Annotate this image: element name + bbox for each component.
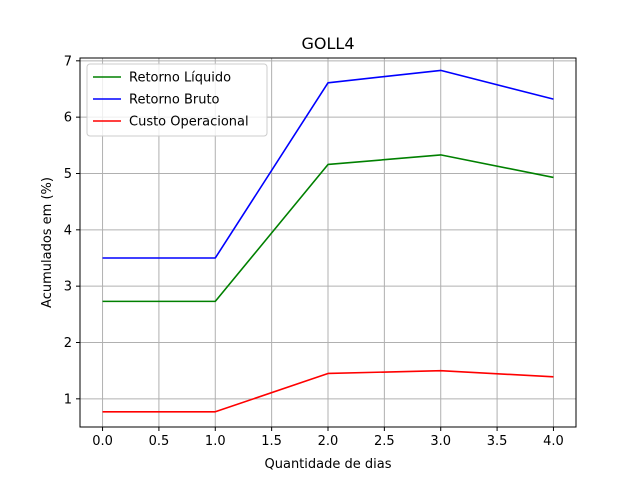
y-tick-label: 5 (64, 167, 72, 182)
x-tick-label: 2.5 (374, 434, 395, 449)
y-tick-label: 4 (64, 223, 72, 238)
legend-label-2: Retorno Bruto (129, 93, 220, 108)
x-tick-label: 3.5 (487, 434, 508, 449)
y-tick-label: 2 (64, 336, 72, 351)
x-tick-label: 3.0 (430, 434, 451, 449)
x-tick-label: 0.5 (149, 434, 170, 449)
series-lines (102, 69, 554, 413)
plot-area-frame (79, 57, 577, 428)
legend: Retorno Líquido Retorno Bruto Custo Operac… (86, 63, 268, 137)
y-tick-label: 1 (64, 392, 72, 407)
x-tick-label: 1.5 (261, 434, 282, 449)
legend-box (86, 63, 268, 137)
series-line-3 (102, 369, 554, 413)
axis-ticks: 0.0 0.5 1.0 1.5 2.0 2.5 3.0 3.5 4.0 1 2 3 4 5 6 7 (64, 54, 564, 449)
legend-label-3: Custo Operacional (129, 115, 249, 130)
chart-title: GOLL4 (302, 34, 355, 53)
y-tick-label: 3 (64, 280, 72, 295)
x-tick-label: 0.0 (92, 434, 113, 449)
y-tick-label: 6 (64, 111, 72, 126)
x-axis-label: Quantidade de dias (265, 457, 392, 472)
x-tick-label: 4.0 (543, 434, 564, 449)
y-tick-label: 7 (64, 54, 72, 69)
x-tick-label: 2.0 (318, 434, 339, 449)
legend-label-1: Retorno Líquido (129, 71, 231, 86)
series-line-1 (102, 154, 554, 303)
series-line-2 (102, 69, 554, 259)
y-axis-label: Acumulados em (%) (40, 177, 55, 308)
x-tick-label: 1.0 (205, 434, 226, 449)
